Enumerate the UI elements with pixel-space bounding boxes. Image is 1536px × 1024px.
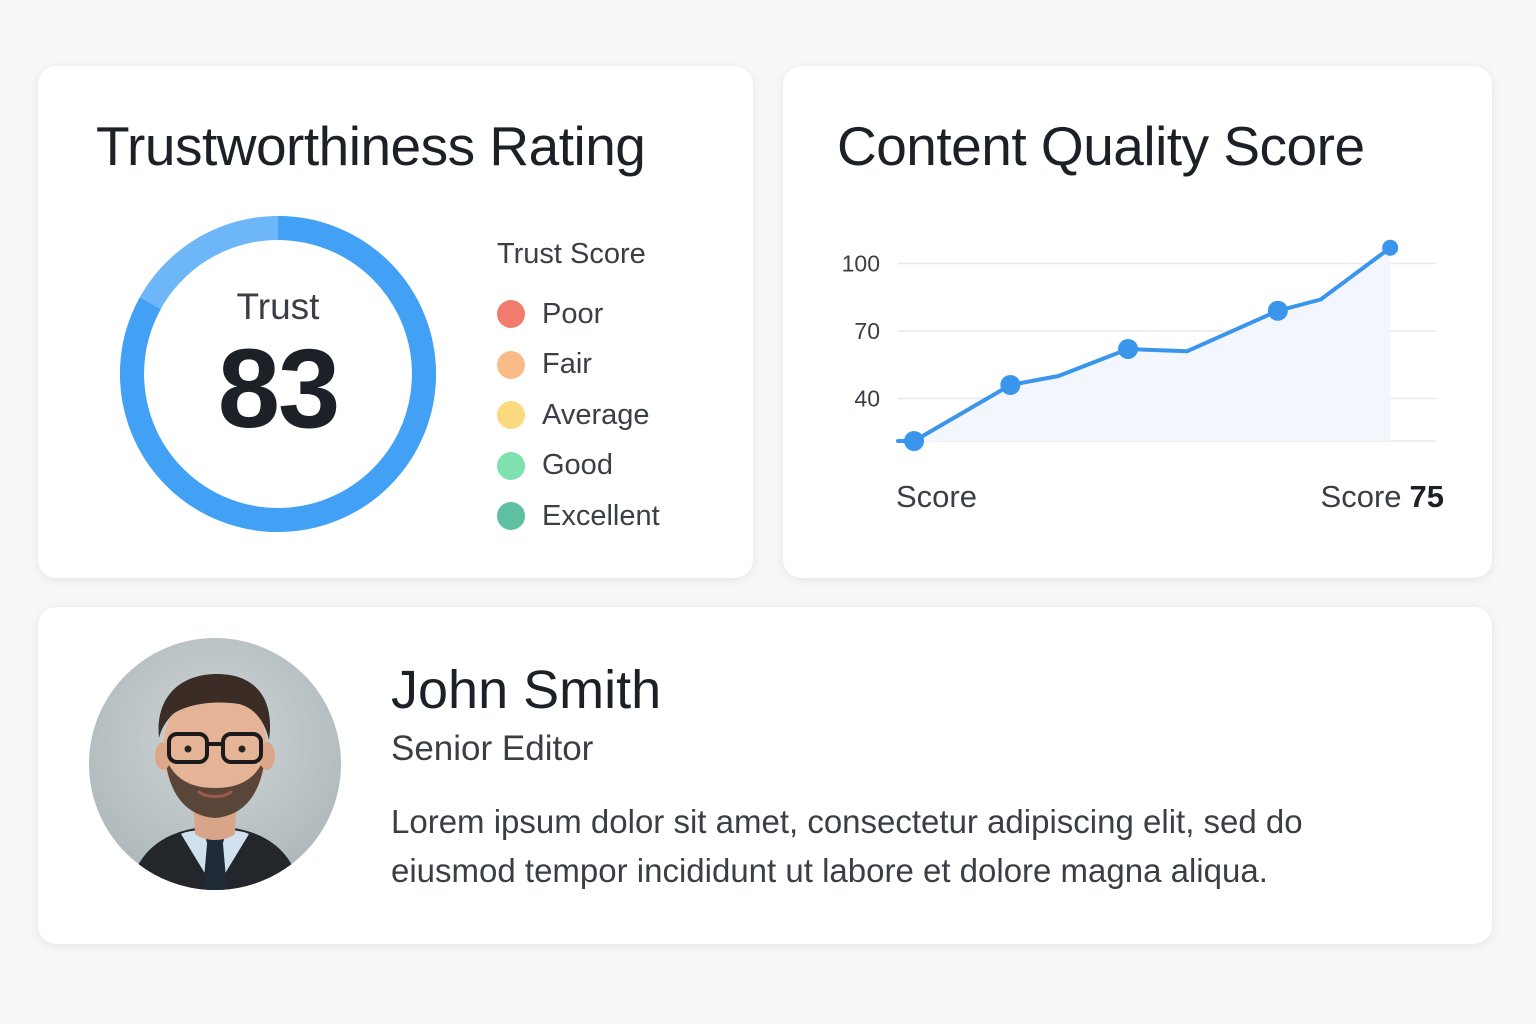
data-point-8	[1382, 239, 1399, 256]
quality-card-title: Content Quality Score	[837, 115, 1365, 177]
legend-dot-excellent	[497, 502, 525, 531]
y-tick-label-70: 70	[854, 318, 880, 344]
data-point-2	[1000, 375, 1021, 395]
legend-label-good: Good	[542, 449, 613, 482]
legend-label-poor: Poor	[542, 297, 604, 330]
chart-area-fill	[898, 247, 1391, 441]
content-quality-card: Content Quality Score 40 70 100 Score Scor…	[783, 66, 1492, 578]
trust-card-title: Trustworthiness Rating	[96, 115, 646, 177]
legend-dot-fair	[497, 350, 525, 379]
gauge-value: 83	[217, 326, 341, 451]
legend-title: Trust Score	[497, 238, 646, 270]
trustworthiness-card: Trustworthiness Rating Trust 83 Trust Sc…	[38, 66, 753, 578]
legend-dot-average	[497, 401, 525, 430]
legend-label-fair: Fair	[542, 348, 592, 381]
chart-footer-right-value: 75	[1410, 479, 1444, 514]
gauge-label: Trust	[236, 286, 320, 327]
legend-dot-good	[497, 451, 525, 480]
avatar	[89, 638, 341, 890]
avatar-portrait	[89, 638, 341, 890]
data-point-1	[904, 431, 925, 451]
y-tick-label-100: 100	[842, 251, 880, 277]
data-point-4	[1118, 339, 1139, 359]
gauge-progress-arc	[120, 216, 436, 532]
legend-item-fair: Fair	[497, 340, 660, 391]
trust-gauge-ring	[120, 216, 436, 532]
data-point-6	[1267, 300, 1288, 321]
legend-label-excellent: Excellent	[542, 499, 660, 532]
profile-bio: Lorem ipsum dolor sit amet, consectetur …	[391, 803, 1303, 889]
profile-name: John Smith	[391, 660, 662, 720]
legend-item-poor: Poor	[497, 289, 660, 340]
legend-item-good: Good	[497, 441, 660, 492]
profile-role: Senior Editor	[391, 729, 594, 768]
legend-dot-poor	[497, 300, 525, 329]
chart-footer-left: Score	[896, 479, 977, 514]
legend-item-excellent: Excellent	[497, 491, 660, 542]
chart-footer-right: Score 75	[1321, 479, 1444, 514]
trust-gauge: Trust 83	[118, 214, 438, 534]
chart-y-ticks: 40 70 100	[842, 251, 880, 412]
trust-score-legend: Trust Score Poor Fair Average Good Excel…	[497, 238, 660, 542]
legend-label-average: Average	[542, 398, 650, 431]
chart-points	[904, 239, 1399, 451]
author-profile-card: John Smith Senior Editor Lorem ipsum dol…	[38, 607, 1492, 944]
legend-item-average: Average	[497, 390, 660, 441]
chart-footer-right-label: Score	[1321, 479, 1402, 514]
y-tick-label-40: 40	[854, 386, 880, 412]
